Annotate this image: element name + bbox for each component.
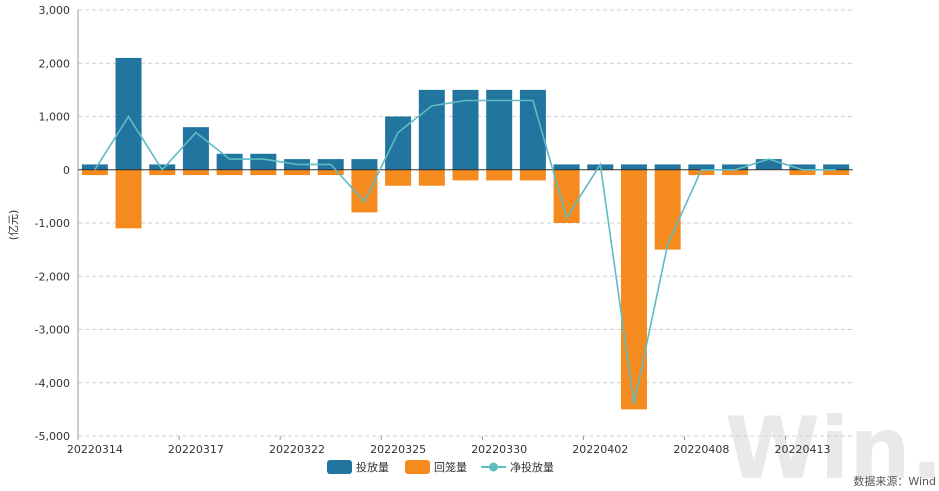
watermark: Win.d bbox=[725, 399, 939, 491]
legend[interactable]: 投放量 回笼量 净投放量 bbox=[327, 460, 554, 474]
maturity-bar bbox=[216, 169, 243, 176]
y-tick-label: -4,000 bbox=[35, 377, 70, 390]
x-tick-label: 20220317 bbox=[168, 443, 224, 456]
injection-bar bbox=[418, 89, 445, 170]
x-tick-label: 20220322 bbox=[269, 443, 325, 456]
legend-swatch bbox=[327, 460, 352, 474]
maturity-bar bbox=[486, 169, 513, 181]
x-tick-label: 20220314 bbox=[67, 443, 123, 456]
legend-item[interactable]: 回笼量 bbox=[405, 460, 467, 474]
injection-bar bbox=[688, 164, 715, 170]
maturity-bar bbox=[823, 169, 850, 176]
maturity-bar bbox=[149, 169, 176, 176]
legend-swatch-dot bbox=[489, 462, 498, 472]
source-text: 数据来源：Wind bbox=[853, 474, 936, 488]
x-tick-label: 20220402 bbox=[572, 443, 628, 456]
legend-label: 回笼量 bbox=[434, 460, 467, 474]
y-tick-label: -3,000 bbox=[35, 324, 70, 337]
maturity-bar bbox=[553, 169, 580, 223]
injection-bar bbox=[553, 164, 580, 170]
y-axis: 3,000 2,000 1,000 0 -1,000 -2,000 -3,000 -4,000… bbox=[35, 4, 79, 443]
net-line bbox=[94, 99, 837, 405]
maturity-bar bbox=[620, 169, 647, 410]
legend-item[interactable]: 净投放量 bbox=[481, 460, 554, 474]
injection-bar bbox=[351, 159, 378, 170]
maturity-bar bbox=[418, 169, 445, 186]
maturity-bar bbox=[452, 169, 479, 181]
maturity-bar bbox=[317, 169, 344, 176]
y-tick-label: -5,000 bbox=[35, 430, 70, 443]
maturity-bar bbox=[115, 169, 142, 229]
y-axis-label: (亿元) bbox=[7, 210, 20, 241]
x-tick-label: 20220413 bbox=[774, 443, 830, 456]
y-tick-label: 2,000 bbox=[39, 57, 71, 70]
maturity-bar bbox=[81, 169, 108, 176]
maturity-bar bbox=[385, 169, 412, 186]
maturity-bar bbox=[182, 169, 209, 176]
bars bbox=[81, 57, 850, 410]
maturity-bar bbox=[284, 169, 311, 176]
y-tick-label: 3,000 bbox=[39, 4, 71, 17]
injection-bar bbox=[654, 164, 681, 170]
maturity-bar bbox=[654, 169, 681, 250]
net-injection-line bbox=[94, 99, 837, 405]
maturity-bar bbox=[250, 169, 277, 176]
injection-bar bbox=[452, 89, 479, 170]
injection-bar bbox=[81, 164, 108, 170]
injection-bar bbox=[755, 159, 782, 170]
maturity-bar bbox=[688, 169, 715, 176]
injection-bar bbox=[823, 164, 850, 170]
maturity-bar bbox=[789, 169, 816, 176]
y-tick-label: 1,000 bbox=[39, 111, 71, 124]
injection-bar bbox=[115, 57, 142, 170]
legend-label: 投放量 bbox=[356, 460, 389, 474]
maturity-bar bbox=[722, 169, 749, 176]
injection-bar bbox=[250, 153, 277, 170]
legend-item[interactable]: 投放量 bbox=[327, 460, 389, 474]
injection-bar bbox=[620, 164, 647, 170]
x-tick-label: 20220330 bbox=[471, 443, 527, 456]
x-tick-label: 20220408 bbox=[673, 443, 729, 456]
maturity-bar bbox=[519, 169, 546, 181]
injection-bar bbox=[486, 89, 513, 170]
legend-swatch bbox=[405, 460, 430, 474]
x-tick-label: 20220325 bbox=[370, 443, 426, 456]
y-tick-label: 0 bbox=[63, 164, 70, 177]
injection-bar bbox=[182, 127, 209, 170]
injection-bar bbox=[789, 164, 816, 170]
injection-bar bbox=[149, 164, 176, 170]
y-tick-label: -1,000 bbox=[35, 217, 70, 230]
injection-bar bbox=[216, 153, 243, 170]
legend-label: 净投放量 bbox=[510, 460, 554, 474]
injection-bar bbox=[722, 164, 749, 170]
y-tick-label: -2,000 bbox=[35, 270, 70, 283]
x-axis: 20220314 20220317 20220322 20220325 20220330… bbox=[67, 436, 830, 456]
grid-lines bbox=[78, 9, 853, 437]
